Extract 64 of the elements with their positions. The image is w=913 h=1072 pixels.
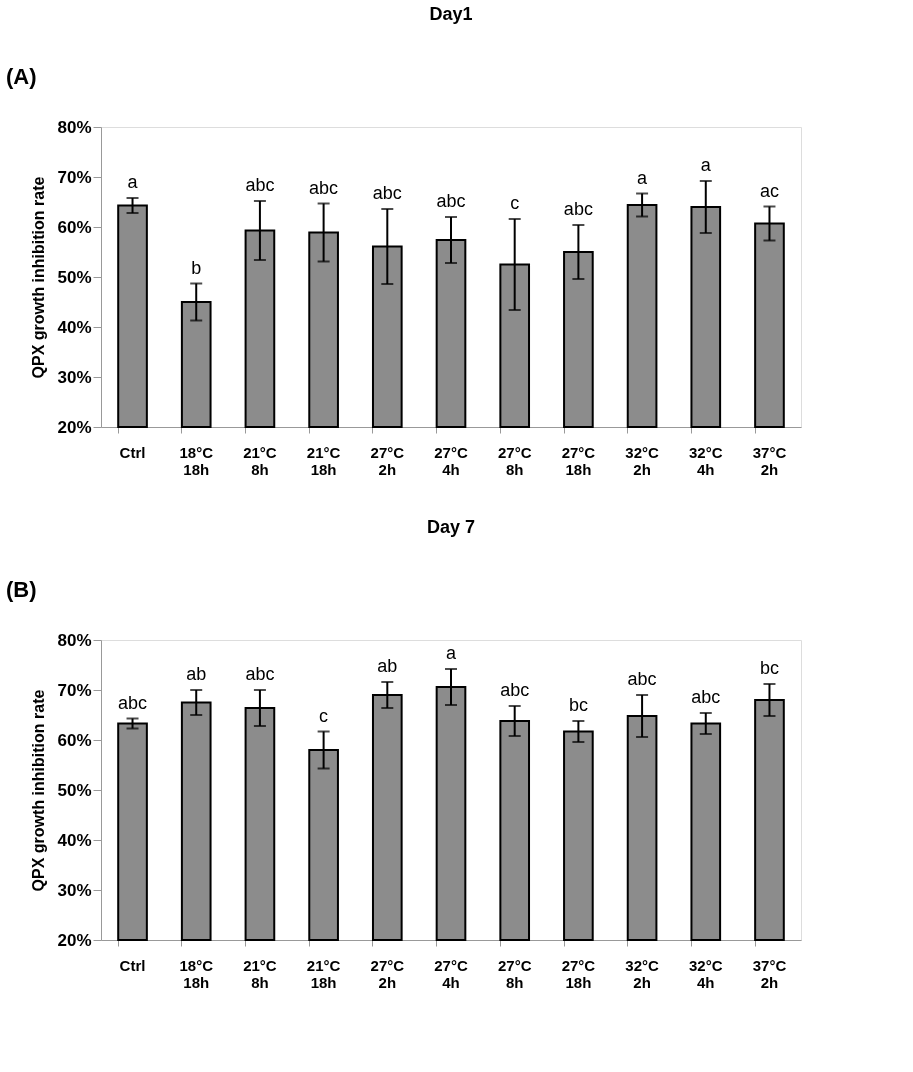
y-tick-label: 80% [57,117,92,137]
x-tick-label: 32°C 4h [689,443,723,478]
annotation: abc [245,664,275,684]
y-axis-title: QPX growth inhibition rate [30,176,48,379]
x-tick-label: Ctrl [119,956,146,974]
annotation: ab [186,664,207,684]
annotation: a [700,155,712,175]
y-tick-label: 40% [57,317,92,337]
annotation: a [127,172,139,192]
x-tick-label: 21°C 18h [306,443,341,478]
text: (A) [6,64,37,89]
x-tick-label: 27°C 4h [434,956,468,991]
x-tick-label: 18°C 18h [179,443,214,478]
annotation: abc [627,669,657,689]
annotation: ab [377,656,398,676]
annotation: b [191,257,202,278]
x-tick-label: 32°C 2h [625,443,660,478]
x-tick-label: 21°C 8h [243,956,277,991]
text: (B) [6,577,37,602]
x-tick-label: 21°C 8h [243,443,277,478]
x-tick-label: 27°C 18h [561,443,596,478]
x-tick-label: 32°C 4h [689,956,723,991]
y-tick-label: 50% [57,780,92,800]
y-tick-label: 30% [57,880,92,900]
annotation: abc [563,199,593,219]
x-tick-label: 27°C 8h [497,956,532,991]
y-tick-label: 30% [57,367,92,387]
y-tick-label: 40% [57,830,92,850]
chart-title: Day 7 [426,517,476,537]
x-tick-label: 37°C 2h [752,443,787,478]
y-tick-label: 70% [57,680,92,700]
annotation: abc [372,183,402,203]
annotation: abc [436,191,466,211]
y-tick-label: 60% [57,217,92,237]
y-tick-label: 80% [57,630,92,650]
x-tick-label: 27°C 2h [370,443,405,478]
x-tick-label: Ctrl [119,443,146,461]
annotation: a [445,643,457,663]
x-tick-label: 27°C 8h [497,443,532,478]
x-tick-label: 37°C 2h [752,956,787,991]
annotation: bc [759,658,779,678]
annotation: abc [691,687,721,707]
y-tick-label: 60% [57,730,92,750]
annotation: abc [118,692,148,713]
x-tick-label: 27°C 4h [434,443,468,478]
x-tick-label: 27°C 18h [561,956,596,991]
y-tick-label: 70% [57,167,92,187]
annotation: c [319,705,329,726]
x-tick-label: 32°C 2h [625,956,660,991]
annotation: abc [245,175,275,195]
annotation: abc [309,177,339,198]
annotation: abc [500,680,530,700]
annotation: ac [759,180,779,201]
x-tick-label: 21°C 18h [306,956,341,991]
annotation: a [637,167,649,188]
y-tick-label: 20% [57,417,92,437]
x-tick-label: 18°C 18h [179,956,214,991]
annotation: c [510,193,520,213]
y-tick-label: 20% [57,930,92,950]
x-tick-label: 27°C 2h [370,956,405,991]
chart-title: Day1 [429,4,473,24]
y-axis-title: QPX growth inhibition rate [30,689,48,892]
annotation: bc [568,695,588,715]
y-tick-label: 50% [57,267,92,287]
